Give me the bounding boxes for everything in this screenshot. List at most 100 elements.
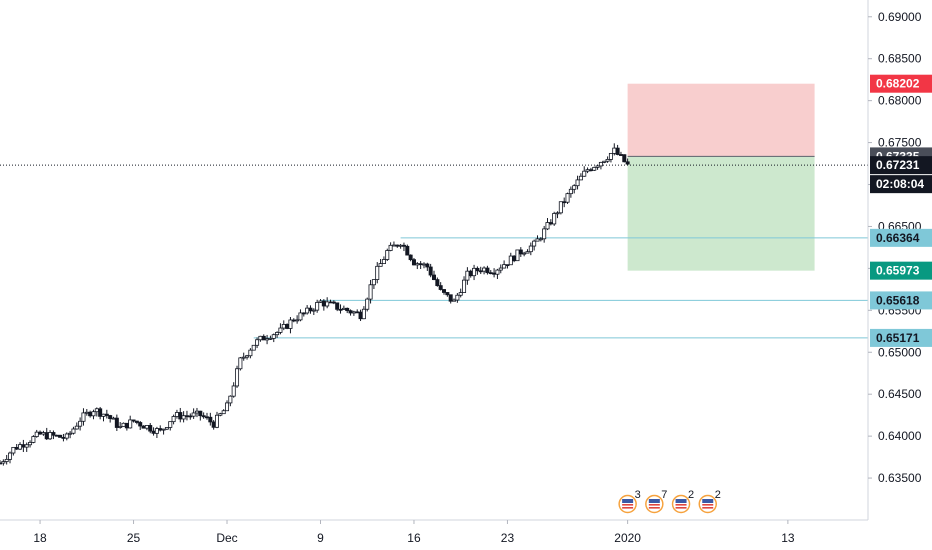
candle <box>438 282 443 291</box>
candle-body <box>271 334 276 339</box>
candle <box>351 310 356 316</box>
candle-body <box>435 279 440 287</box>
candle-body <box>618 154 623 156</box>
candle-body <box>208 416 213 423</box>
candle-body <box>258 335 263 341</box>
candle <box>495 268 500 280</box>
economic-event-flag[interactable]: 7 <box>645 489 668 514</box>
candle <box>381 256 386 265</box>
flag-stripe <box>648 504 660 506</box>
candle-body <box>164 427 169 430</box>
candle-body <box>198 410 203 417</box>
candle <box>295 315 300 324</box>
candle <box>558 201 563 215</box>
candle <box>448 294 453 304</box>
candle-body <box>508 255 513 266</box>
candle <box>528 242 533 256</box>
candle <box>285 323 290 330</box>
candle-body <box>201 415 206 418</box>
price-tag-label: 0.65973 <box>876 264 920 278</box>
price-tag[interactable]: 0.65171 <box>870 328 932 347</box>
candle-body <box>525 251 530 254</box>
candle <box>171 414 176 425</box>
flag-stripe <box>648 507 660 509</box>
candle-body <box>592 166 597 171</box>
economic-event-flag[interactable]: 2 <box>671 489 695 514</box>
candle <box>241 352 246 361</box>
candle-body <box>318 300 323 303</box>
candle <box>14 444 19 450</box>
price-tag[interactable]: 0.68202 <box>870 74 932 93</box>
economic-event-flag[interactable]: 3 <box>618 489 641 514</box>
candle <box>468 269 473 278</box>
candle <box>154 426 159 439</box>
candle-body <box>415 263 420 266</box>
candle-body <box>18 444 23 450</box>
risk-zone[interactable] <box>627 83 815 157</box>
candle <box>38 430 43 435</box>
candle-body <box>355 311 360 314</box>
candle-body <box>161 428 166 431</box>
flag-canton <box>702 499 714 503</box>
candle <box>245 354 250 360</box>
candle <box>418 261 423 270</box>
price-tag[interactable]: 0.67231 <box>870 156 932 175</box>
candle <box>341 305 346 310</box>
candle-body <box>124 422 129 429</box>
candle-body <box>134 420 139 423</box>
economic-event-flag[interactable]: 2 <box>698 489 721 514</box>
candle <box>502 260 507 269</box>
x-tick-label: 2020 <box>614 531 641 545</box>
x-tick-label: 13 <box>781 531 795 545</box>
candle-body <box>485 267 490 274</box>
candle <box>258 335 263 342</box>
event-markers[interactable]: 3 7 2 2 <box>618 489 721 514</box>
candle-body <box>225 402 230 412</box>
price-tag[interactable]: 0.65973 <box>870 261 932 280</box>
candle <box>94 407 99 417</box>
candle-body <box>408 254 413 261</box>
price-tag-bg <box>870 228 932 247</box>
candle <box>48 430 53 441</box>
candle-body <box>348 310 353 314</box>
candle <box>194 407 199 418</box>
candle <box>8 451 13 464</box>
y-tick-label: 0.64500 <box>878 387 922 401</box>
candle-body <box>391 244 396 247</box>
candle <box>1 459 6 466</box>
candle <box>61 433 66 442</box>
candle-body <box>191 412 196 417</box>
candle-body <box>74 425 79 430</box>
candle <box>608 152 613 163</box>
candle <box>555 211 560 219</box>
candle-body <box>331 301 336 304</box>
candle-body <box>1 461 6 464</box>
candle-body <box>401 244 406 247</box>
candle-body <box>458 292 463 296</box>
candle-body <box>462 279 467 293</box>
price-tag[interactable]: 0.66364 <box>870 228 932 247</box>
event-count: 2 <box>688 489 694 501</box>
candle <box>4 454 9 465</box>
price-tag[interactable]: 0.65618 <box>870 291 932 310</box>
candle <box>251 344 256 351</box>
candle-body <box>428 266 433 276</box>
candle <box>318 299 323 303</box>
flag-canton <box>648 499 660 503</box>
candle <box>325 297 330 309</box>
reward-zone[interactable] <box>627 156 815 271</box>
candle-body <box>114 417 119 428</box>
candle <box>421 262 426 269</box>
candle-body <box>178 412 183 420</box>
x-tick-label: 16 <box>407 531 421 545</box>
candle-body <box>98 408 103 417</box>
flag-stripe <box>622 504 634 506</box>
candle <box>462 276 467 293</box>
candle-body <box>151 430 156 434</box>
candle-body <box>395 244 400 247</box>
countdown-label: 02:08:04 <box>876 177 924 191</box>
candle <box>321 299 326 311</box>
candle-body <box>104 413 109 416</box>
candle-body <box>538 238 543 241</box>
